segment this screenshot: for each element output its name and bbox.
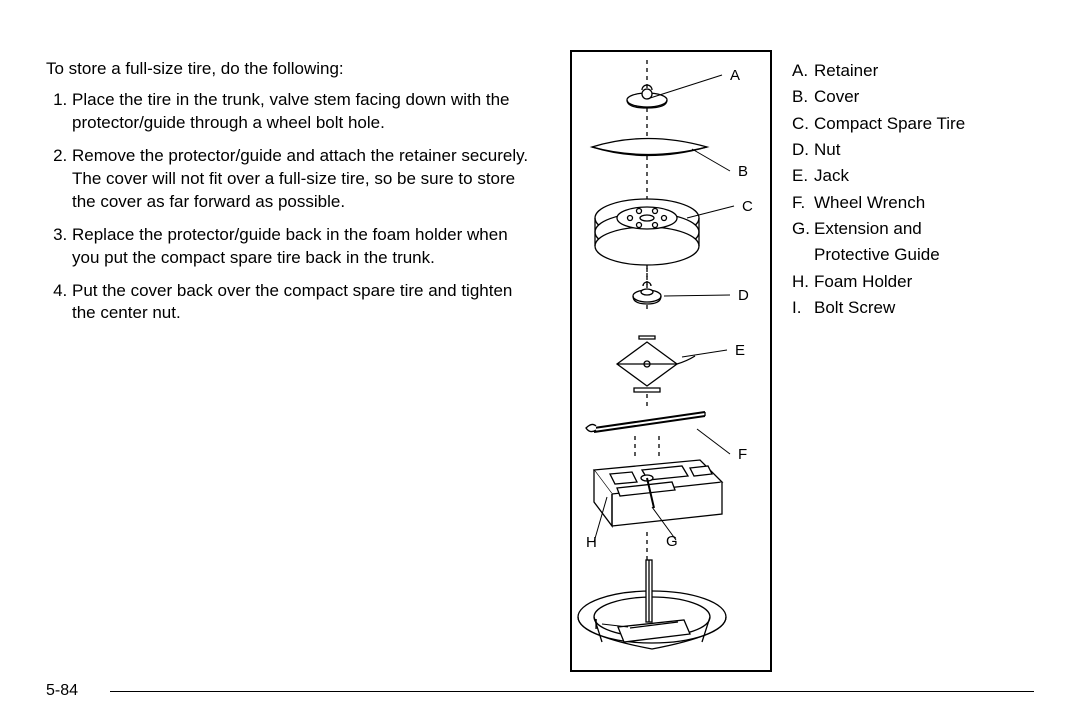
legend-a: A.Retainer bbox=[792, 58, 1052, 84]
diagram-svg: A B C D E F G H I bbox=[572, 52, 770, 670]
legend-f: F.Wheel Wrench bbox=[792, 190, 1052, 216]
step-3: Replace the protector/guide back in the … bbox=[72, 224, 536, 270]
svg-text:B: B bbox=[738, 163, 748, 180]
page-number: 5-84 bbox=[46, 682, 78, 700]
manual-page: To store a full-size tire, do the follow… bbox=[0, 0, 1080, 720]
step-1: Place the tire in the trunk, valve stem … bbox=[72, 89, 536, 135]
svg-text:A: A bbox=[730, 67, 740, 84]
legend-b: B.Cover bbox=[792, 84, 1052, 110]
legend-c: C.Compact Spare Tire bbox=[792, 111, 1052, 137]
diagram-legend: A.Retainer B.Cover C.Compact Spare Tire … bbox=[792, 58, 1052, 321]
legend-d: D.Nut bbox=[792, 137, 1052, 163]
legend-g2: Protective Guide bbox=[792, 242, 1052, 268]
step-2: Remove the protector/guide and attach th… bbox=[72, 145, 536, 214]
svg-text:H: H bbox=[586, 534, 597, 551]
legend-g: G.Extension and bbox=[792, 216, 1052, 242]
svg-text:D: D bbox=[738, 287, 749, 304]
legend-e: E.Jack bbox=[792, 163, 1052, 189]
svg-text:G: G bbox=[666, 533, 678, 550]
intro-text: To store a full-size tire, do the follow… bbox=[46, 58, 536, 81]
exploded-diagram: A B C D E F G H I bbox=[570, 50, 772, 672]
instructions-column: To store a full-size tire, do the follow… bbox=[46, 58, 536, 335]
svg-text:I: I bbox=[594, 616, 598, 633]
svg-text:C: C bbox=[742, 198, 753, 215]
step-4: Put the cover back over the compact spar… bbox=[72, 280, 536, 326]
svg-text:F: F bbox=[738, 446, 747, 463]
svg-text:E: E bbox=[735, 342, 745, 359]
steps-list: Place the tire in the trunk, valve stem … bbox=[46, 89, 536, 325]
footer-rule bbox=[110, 691, 1034, 692]
legend-i: I.Bolt Screw bbox=[792, 295, 1052, 321]
legend-h: H.Foam Holder bbox=[792, 269, 1052, 295]
